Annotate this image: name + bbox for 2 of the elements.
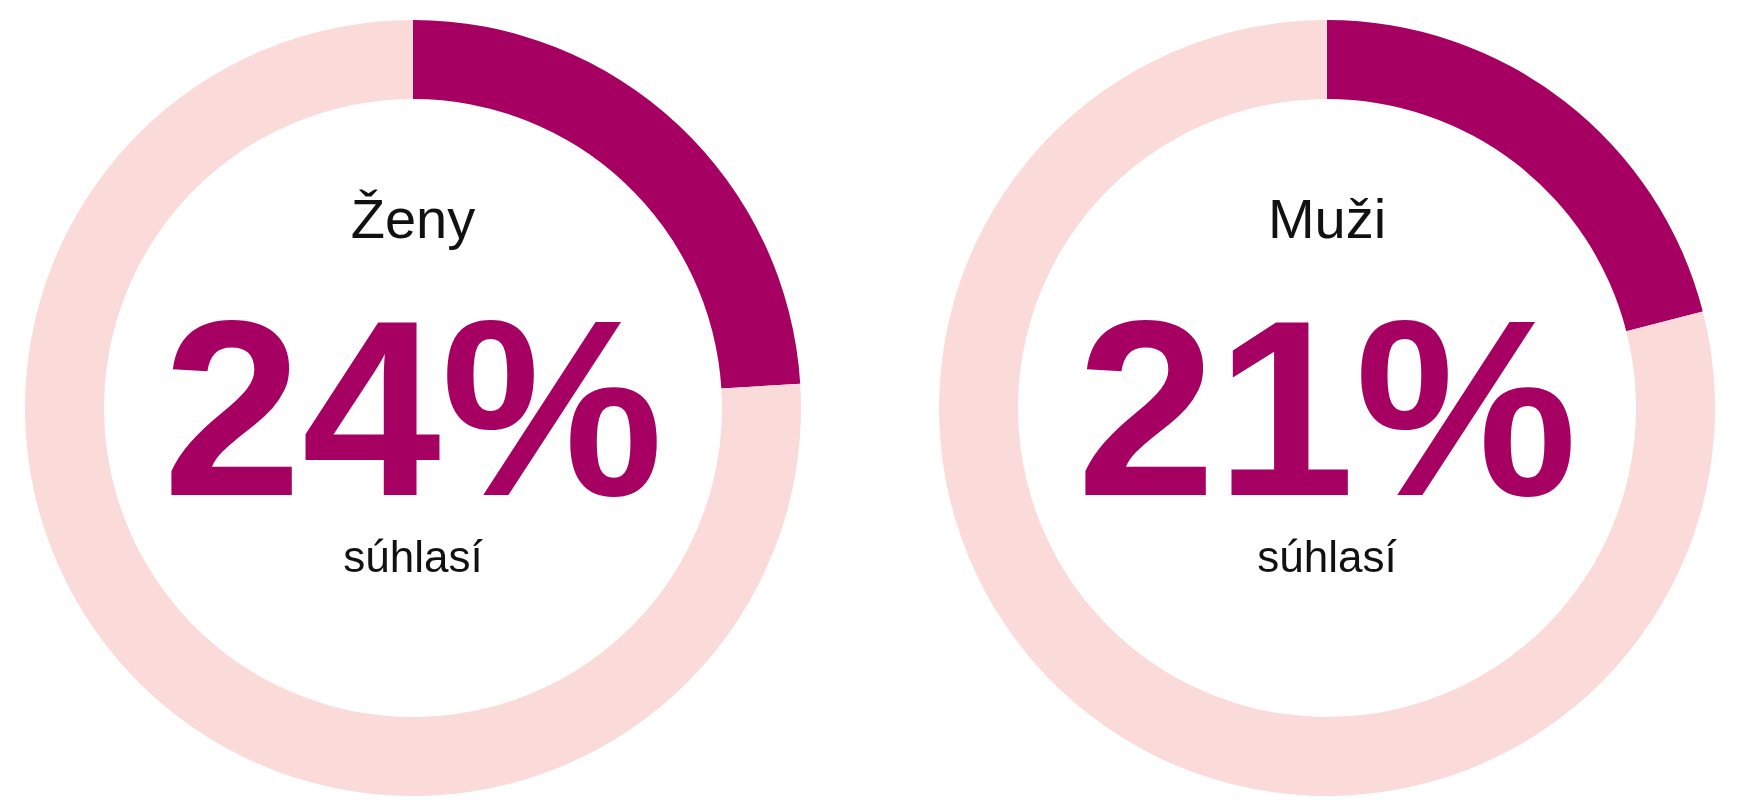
text: Ženy	[350, 186, 476, 250]
text: Muži	[1267, 186, 1387, 250]
